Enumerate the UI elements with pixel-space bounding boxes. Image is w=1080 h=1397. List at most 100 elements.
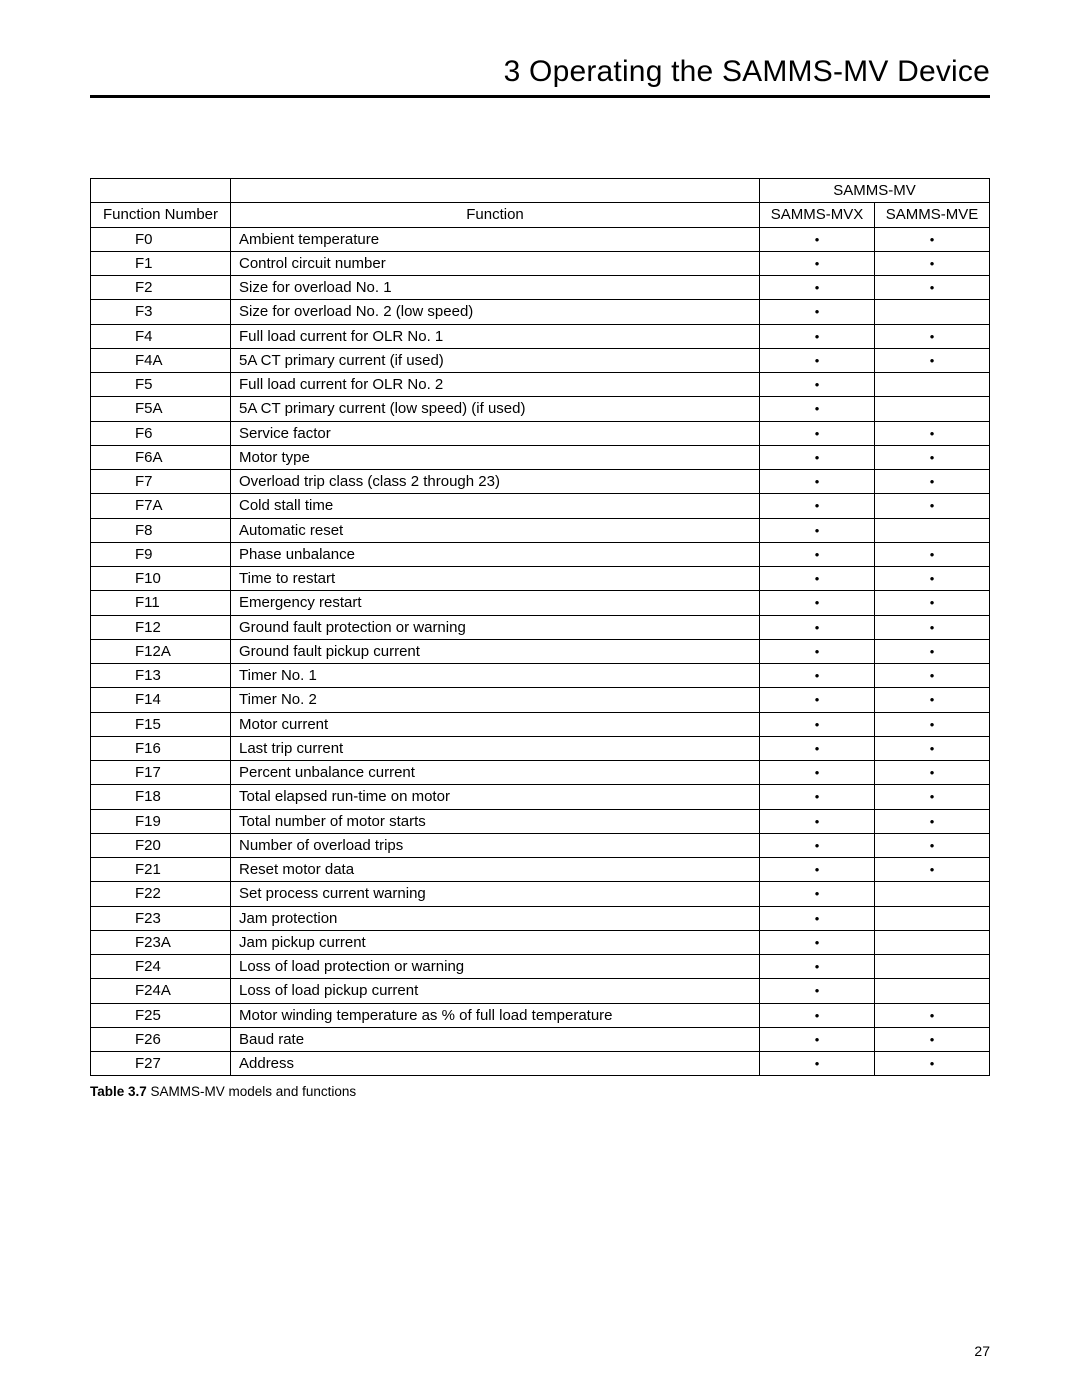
cell-mve: •	[875, 348, 990, 372]
cell-mve	[875, 300, 990, 324]
table-row: F22Set process current warning•	[91, 882, 990, 906]
cell-mve: •	[875, 1052, 990, 1076]
table-row: F14Timer No. 2••	[91, 688, 990, 712]
cell-function-number: F26	[91, 1027, 231, 1051]
header-blank-1	[91, 179, 231, 203]
cell-function: Motor winding temperature as % of full l…	[231, 1003, 760, 1027]
bullet-icon: •	[815, 426, 820, 441]
cell-function: Size for overload No. 1	[231, 276, 760, 300]
cell-mve: •	[875, 785, 990, 809]
bullet-icon: •	[930, 329, 935, 344]
table-row: F21Reset motor data • •	[91, 858, 990, 882]
bullet-icon: •	[815, 256, 820, 271]
cell-function-number: F19	[91, 809, 231, 833]
cell-mve: •	[875, 809, 990, 833]
bullet-icon: •	[930, 838, 935, 853]
cell-mve: •	[875, 494, 990, 518]
cell-function-number: F24	[91, 955, 231, 979]
cell-mve	[875, 373, 990, 397]
bullet-icon: •	[815, 620, 820, 635]
cell-function-number: F21	[91, 858, 231, 882]
bullet-icon: •	[815, 935, 820, 950]
cell-mvx: •	[760, 930, 875, 954]
cell-mvx: •	[760, 979, 875, 1003]
cell-function-number: F7A	[91, 494, 231, 518]
cell-function-number: F8	[91, 518, 231, 542]
cell-function-number: F6	[91, 421, 231, 445]
cell-mve: •	[875, 227, 990, 251]
bullet-icon: •	[930, 1056, 935, 1071]
cell-mve: •	[875, 639, 990, 663]
cell-mvx: •	[760, 397, 875, 421]
cell-function-number: F5	[91, 373, 231, 397]
cell-function: Last trip current	[231, 736, 760, 760]
table-row: F7Overload trip class (class 2 through 2…	[91, 470, 990, 494]
cell-mve: •	[875, 445, 990, 469]
cell-function-number: F0	[91, 227, 231, 251]
bullet-icon: •	[815, 1056, 820, 1071]
cell-function-number: F10	[91, 567, 231, 591]
bullet-icon: •	[930, 1008, 935, 1023]
cell-function: Loss of load pickup current	[231, 979, 760, 1003]
cell-mvx: •	[760, 761, 875, 785]
header-mve: SAMMS-MVE	[875, 203, 990, 227]
bullet-icon: •	[815, 1008, 820, 1023]
header-blank-2	[231, 179, 760, 203]
cell-function: Emergency restart	[231, 591, 760, 615]
cell-mve	[875, 397, 990, 421]
table-row: F7ACold stall time••	[91, 494, 990, 518]
bullet-icon: •	[930, 789, 935, 804]
cell-function-number: F14	[91, 688, 231, 712]
cell-function: Total elapsed run-time on motor	[231, 785, 760, 809]
cell-mve: •	[875, 421, 990, 445]
bullet-icon: •	[815, 595, 820, 610]
bullet-icon: •	[930, 862, 935, 877]
table-row: F12AGround fault pickup current••	[91, 639, 990, 663]
cell-function: Percent unbalance current	[231, 761, 760, 785]
bullet-icon: •	[815, 789, 820, 804]
cell-function-number: F6A	[91, 445, 231, 469]
cell-mvx: •	[760, 1027, 875, 1051]
bullet-icon: •	[930, 474, 935, 489]
table-row: F20Number of overload trips••	[91, 833, 990, 857]
cell-mvx: •	[760, 591, 875, 615]
table-header-row: Function Number Function SAMMS-MVX SAMMS…	[91, 203, 990, 227]
table-row: F11Emergency restart • •	[91, 591, 990, 615]
cell-function: Cold stall time	[231, 494, 760, 518]
cell-mvx: •	[760, 470, 875, 494]
bullet-icon: •	[930, 571, 935, 586]
bullet-icon: •	[930, 692, 935, 707]
cell-mve: •	[875, 591, 990, 615]
cell-function: Address	[231, 1052, 760, 1076]
cell-mve	[875, 979, 990, 1003]
table-row: F25Motor winding temperature as % of ful…	[91, 1003, 990, 1027]
cell-function-number: F5A	[91, 397, 231, 421]
bullet-icon: •	[930, 450, 935, 465]
cell-mve: •	[875, 833, 990, 857]
cell-mve	[875, 930, 990, 954]
cell-function: Reset motor data	[231, 858, 760, 882]
table-row: F19Total number of motor starts••	[91, 809, 990, 833]
cell-mvx: •	[760, 542, 875, 566]
bullet-icon: •	[815, 814, 820, 829]
bullet-icon: •	[815, 862, 820, 877]
header-samms-mv: SAMMS-MV	[760, 179, 990, 203]
bullet-icon: •	[815, 838, 820, 853]
cell-function-number: F12A	[91, 639, 231, 663]
table-row: F24Loss of load protection or warning•	[91, 955, 990, 979]
bullet-icon: •	[815, 523, 820, 538]
bullet-icon: •	[930, 595, 935, 610]
page-number: 27	[974, 1343, 990, 1359]
bullet-icon: •	[930, 256, 935, 271]
cell-function-number: F4A	[91, 348, 231, 372]
cell-function-number: F27	[91, 1052, 231, 1076]
bullet-icon: •	[815, 450, 820, 465]
cell-function-number: F11	[91, 591, 231, 615]
cell-mvx: •	[760, 639, 875, 663]
cell-function: 5A CT primary current (low speed) (if us…	[231, 397, 760, 421]
table-row: F23Jam protection•	[91, 906, 990, 930]
bullet-icon: •	[815, 717, 820, 732]
cell-mve	[875, 882, 990, 906]
bullet-icon: •	[815, 983, 820, 998]
cell-mvx: •	[760, 300, 875, 324]
